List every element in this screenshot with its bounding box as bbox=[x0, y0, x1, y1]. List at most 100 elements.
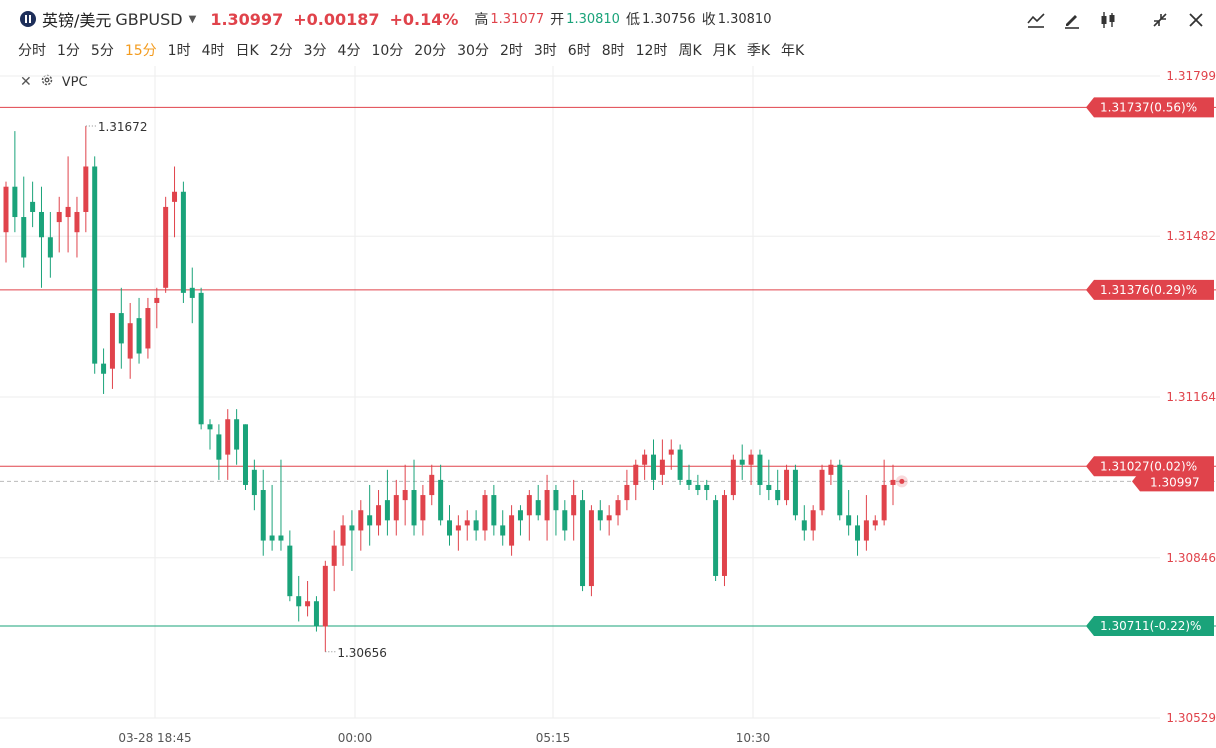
x-tick-label: 03-28 18:45 bbox=[118, 731, 191, 745]
high-value: 1.31077 bbox=[490, 11, 545, 27]
level-tag-1 bbox=[1086, 279, 1214, 300]
close-icon[interactable] bbox=[1184, 8, 1208, 32]
tab-period-13[interactable]: 2时 bbox=[499, 43, 523, 59]
close-indicator-icon[interactable]: ✕ bbox=[20, 74, 32, 90]
tab-period-9[interactable]: 4分 bbox=[337, 43, 361, 59]
candle-body bbox=[313, 601, 319, 627]
level-tag-3-label: 1.30711(-0.22)% bbox=[1100, 619, 1201, 633]
tab-period-17[interactable]: 12时 bbox=[635, 43, 668, 59]
edit-icon[interactable] bbox=[1060, 8, 1084, 32]
x-tick-label: 10:30 bbox=[736, 731, 771, 745]
tab-period-1[interactable]: 1分 bbox=[57, 43, 80, 59]
y-tick-label: 1.31164 bbox=[1166, 390, 1216, 404]
tab-period-14[interactable]: 3时 bbox=[533, 43, 557, 59]
candle-body bbox=[739, 459, 745, 465]
candle-body bbox=[464, 520, 470, 526]
tab-period-4[interactable]: 1时 bbox=[167, 43, 191, 59]
candle-body bbox=[872, 520, 878, 526]
candle-body bbox=[615, 500, 621, 516]
level-tag-2-label: 1.31027(0.02)% bbox=[1100, 459, 1197, 473]
candle-body bbox=[242, 424, 248, 485]
candle-body bbox=[651, 454, 657, 480]
y-tick-label: 1.31482 bbox=[1166, 229, 1216, 243]
tab-period-18[interactable]: 周K bbox=[678, 43, 702, 59]
tab-period-15[interactable]: 6时 bbox=[567, 43, 591, 59]
x-tick-label: 05:15 bbox=[536, 731, 571, 745]
instrument-symbol[interactable]: GBPUSD bbox=[115, 9, 183, 29]
candle-body bbox=[571, 495, 577, 516]
candle-body bbox=[757, 454, 763, 485]
tab-period-10[interactable]: 10分 bbox=[371, 43, 404, 59]
tab-period-0[interactable]: 分时 bbox=[18, 43, 46, 59]
candle-body bbox=[21, 217, 27, 258]
tab-period-8[interactable]: 3分 bbox=[303, 43, 327, 59]
low-value: 1.30756 bbox=[641, 11, 696, 27]
settings-icon[interactable] bbox=[40, 73, 54, 91]
candle-body bbox=[828, 464, 834, 475]
candle-body bbox=[367, 515, 373, 526]
candle-body bbox=[207, 424, 213, 430]
y-tick-label: 1.30529 bbox=[1166, 711, 1216, 725]
candle-body bbox=[721, 495, 727, 576]
close-label: 收 bbox=[701, 12, 716, 28]
candle-body bbox=[846, 515, 852, 526]
candle-body bbox=[278, 535, 284, 541]
candle-body bbox=[597, 510, 603, 521]
tab-period-11[interactable]: 20分 bbox=[414, 43, 447, 59]
tab-period-5[interactable]: 4时 bbox=[201, 43, 225, 59]
candle-body bbox=[500, 525, 506, 536]
candle-body bbox=[216, 434, 222, 460]
candle-body bbox=[251, 469, 257, 496]
tab-period-3[interactable]: 15分 bbox=[124, 43, 157, 59]
candle-body bbox=[74, 211, 80, 233]
level-tag-2 bbox=[1086, 456, 1214, 477]
tab-period-20[interactable]: 季K bbox=[746, 43, 771, 59]
candle-body bbox=[881, 484, 887, 521]
candle-body bbox=[172, 191, 178, 202]
line-style-icon[interactable] bbox=[1024, 8, 1048, 32]
candlestick-icon[interactable] bbox=[1096, 8, 1120, 32]
candle-body bbox=[792, 469, 798, 516]
candle-body bbox=[145, 308, 151, 349]
level-tag-3 bbox=[1086, 615, 1214, 636]
tab-period-16[interactable]: 8时 bbox=[601, 43, 625, 59]
candle-body bbox=[588, 510, 594, 587]
indicator-name: VPC bbox=[61, 74, 88, 90]
candle-body bbox=[163, 206, 169, 288]
tab-period-7[interactable]: 2分 bbox=[269, 43, 293, 59]
candle-body bbox=[101, 363, 107, 374]
candle-body bbox=[766, 484, 772, 491]
tab-period-2[interactable]: 5分 bbox=[90, 43, 114, 59]
candle-body bbox=[580, 500, 586, 587]
candle-body bbox=[384, 500, 390, 521]
candle-body bbox=[331, 545, 337, 566]
candle-body bbox=[562, 510, 568, 531]
candle-body bbox=[136, 318, 142, 354]
collapse-icon[interactable] bbox=[1148, 8, 1172, 32]
low-label: 低 bbox=[625, 12, 640, 28]
symbol-dropdown-icon[interactable]: ▼ bbox=[188, 13, 197, 25]
candle-body bbox=[411, 490, 417, 526]
tab-period-6[interactable]: 日K bbox=[235, 43, 259, 59]
candlestick-chart[interactable]: 1.31672 1.30656 1.31799 1.31482 1.31164 1.308… bbox=[0, 66, 1216, 748]
candle-body bbox=[340, 525, 346, 546]
candle-body bbox=[668, 449, 674, 455]
candle-body bbox=[473, 520, 479, 531]
candle-body bbox=[127, 323, 133, 359]
tab-period-21[interactable]: 年K bbox=[781, 43, 805, 59]
price-change-pct: +0.14% bbox=[389, 9, 459, 29]
last-price: 1.30997 bbox=[210, 9, 284, 29]
low-marker-label: 1.30656 bbox=[337, 646, 387, 660]
candle-body bbox=[92, 166, 98, 364]
tab-period-19[interactable]: 月K bbox=[712, 43, 736, 59]
level-tag-0-label: 1.31737(0.56)% bbox=[1100, 100, 1197, 114]
current-price-dot bbox=[899, 478, 905, 484]
period-tabs: 分时 1分 5分 15分 1时 4时 日K 2分 3分 4分 10分 20分 30分 2时 3时 6时 8时 12… bbox=[18, 40, 815, 60]
open-label: 开 bbox=[550, 12, 565, 28]
candle-body bbox=[677, 449, 683, 480]
tab-period-12[interactable]: 30分 bbox=[457, 43, 489, 59]
candle-body bbox=[118, 313, 124, 344]
quote-row: 英镑/美元 GBPUSD ▼ 1.30997 +0.00187 +0.14% 高… bbox=[0, 6, 771, 32]
toolbar bbox=[1024, 8, 1208, 32]
candle-body bbox=[455, 525, 461, 531]
